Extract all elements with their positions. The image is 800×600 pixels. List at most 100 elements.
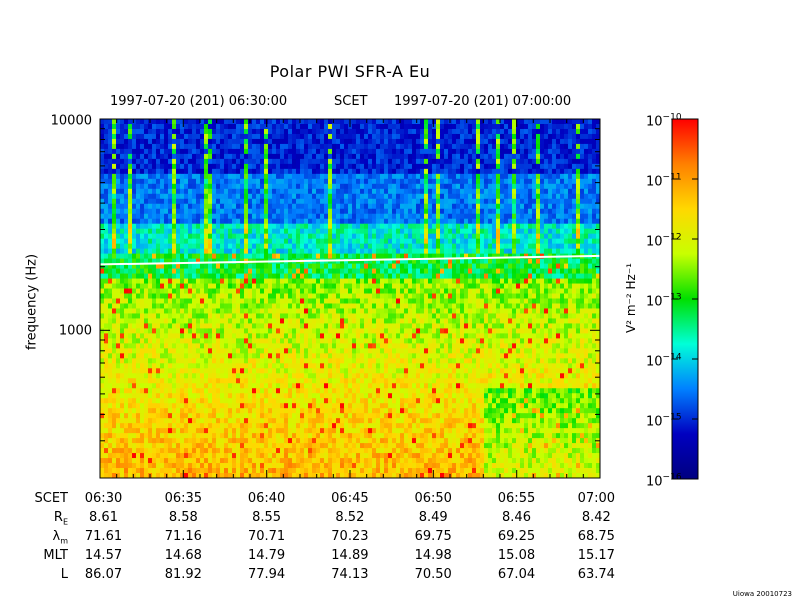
spectrogram-cell: [220, 138, 225, 145]
spectrogram-cell: [152, 183, 157, 190]
spectrogram-cell: [148, 288, 153, 294]
spectrogram-cell: [232, 268, 237, 274]
spectrogram-cell: [560, 288, 565, 294]
spectrogram-cell: [152, 273, 157, 279]
spectrogram-cell: [504, 178, 509, 185]
spectrogram-cell: [152, 278, 157, 284]
spectrogram-cell: [300, 293, 305, 299]
spectrogram-cell: [104, 248, 109, 255]
spectrogram-cell: [344, 258, 349, 264]
spectrogram-cell: [448, 168, 453, 175]
spectrogram-cell: [328, 168, 333, 175]
spectrogram-cell: [232, 198, 237, 205]
spectrogram-cell: [252, 213, 257, 220]
spectrogram-cell: [508, 273, 513, 279]
spectrogram-cell: [584, 303, 589, 309]
spectrogram-cell: [388, 168, 393, 175]
spectrogram-cell: [552, 168, 557, 175]
spectrogram-cell: [528, 148, 533, 155]
spectrogram-cell: [436, 208, 441, 215]
spectrogram-cell: [192, 263, 197, 269]
spectrogram-cell: [336, 263, 341, 269]
spectrogram-cell: [400, 168, 405, 175]
spectrogram-cell: [340, 203, 345, 210]
spectrogram-cell: [576, 208, 581, 215]
spectrogram-cell: [460, 233, 465, 240]
spectrogram-cell: [292, 263, 297, 269]
spectrogram-cell: [376, 138, 381, 145]
spectrogram-cell: [156, 198, 161, 205]
spectrogram-cell: [332, 133, 337, 140]
spectrogram-cell: [476, 258, 481, 264]
spectrogram-cell: [160, 268, 165, 274]
spectrogram-cell: [188, 198, 193, 205]
spectrogram-cell: [308, 308, 313, 314]
spectrogram-cell: [356, 133, 361, 140]
spectrogram-cell: [164, 163, 169, 170]
spectrogram-cell: [276, 268, 281, 274]
spectrogram-cell: [532, 293, 537, 299]
spectrogram-cell: [316, 223, 321, 230]
spectrogram-cell: [276, 188, 281, 195]
spectrogram-cell: [120, 298, 125, 304]
spectrogram-cell: [180, 258, 185, 264]
spectrogram-cell: [220, 268, 225, 274]
spectrogram-cell: [300, 183, 305, 190]
spectrogram-cell: [548, 203, 553, 210]
spectrogram-cell: [168, 268, 173, 274]
spectrogram-cell: [212, 143, 217, 150]
spectrogram-cell: [140, 153, 145, 160]
spectrogram-cell: [312, 119, 317, 125]
spectrogram-cell: [148, 128, 153, 135]
spectrogram-cell: [328, 223, 333, 230]
spectrogram-cell: [212, 208, 217, 215]
spectrogram-cell: [108, 153, 113, 160]
spectrogram-cell: [492, 153, 497, 160]
spectrogram-cell: [556, 268, 561, 274]
spectrogram-cell: [396, 173, 401, 180]
spectrogram-cell: [332, 128, 337, 135]
spectrogram-cell: [112, 138, 117, 145]
spectrogram-cell: [392, 163, 397, 170]
spectrogram-cell: [372, 168, 377, 175]
spectrogram-cell: [260, 173, 265, 180]
spectrogram-cell: [216, 253, 221, 260]
spectrogram-cell: [352, 283, 357, 289]
spectrogram-cell: [196, 133, 201, 140]
spectrogram-cell: [544, 233, 549, 240]
spectrogram-cell: [152, 123, 157, 130]
spectrogram-cell: [472, 288, 477, 294]
spectrogram-cell: [428, 273, 433, 279]
spectrogram-cell: [204, 203, 209, 210]
spectrogram-cell: [336, 283, 341, 289]
spectrogram-cell: [552, 183, 557, 190]
spectrogram-cell: [196, 243, 201, 250]
spectrogram-cell: [104, 303, 109, 309]
spectrogram-cell: [364, 268, 369, 274]
spectrogram-cell: [416, 183, 421, 190]
spectrogram-cell: [140, 248, 145, 255]
spectrogram-cell: [292, 138, 297, 145]
spectrogram-cell: [208, 173, 213, 180]
spectrogram-cell: [316, 193, 321, 200]
spectrogram-cell: [352, 288, 357, 294]
spectrogram-cell: [144, 288, 149, 294]
spectrogram-cell: [584, 198, 589, 205]
spectrogram-cell: [364, 148, 369, 155]
spectrogram-cell: [532, 178, 537, 185]
spectrogram-cell: [496, 138, 501, 145]
spectrogram-cell: [508, 143, 513, 150]
spectrogram-cell: [452, 288, 457, 294]
spectrogram-cell: [284, 163, 289, 170]
spectrogram-cell: [260, 228, 265, 235]
spectrogram-cell: [328, 208, 333, 215]
spectrogram-cell: [444, 203, 449, 210]
spectrogram-cell: [328, 183, 333, 190]
spectrogram-cell: [520, 218, 525, 225]
spectrogram-cell: [252, 223, 257, 230]
spectrogram-cell: [524, 233, 529, 240]
spectrogram-cell: [204, 223, 209, 230]
spectrogram-cell: [424, 308, 429, 314]
spectrogram-cell: [344, 298, 349, 304]
spectrogram-cell: [236, 218, 241, 225]
